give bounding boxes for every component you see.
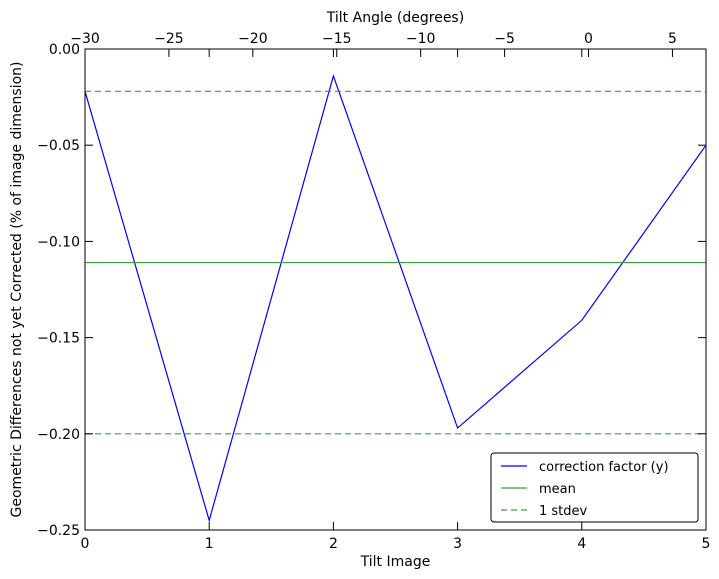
x-tick-label: 4 bbox=[577, 536, 586, 552]
series-line-correction-factor-y- bbox=[84, 73, 707, 523]
y-tick-label: −0.10 bbox=[37, 234, 80, 250]
x-axis-title: Tilt Image bbox=[360, 554, 431, 570]
axis-ticks: 0 1 2 3 4 5 −30 −25 −20 −15 −10 −5 0 5 0.00 −0.05 −0.10 −… bbox=[37, 31, 710, 552]
x-tick-label: 1 bbox=[205, 536, 214, 552]
legend: correction factor (y) mean 1 stdev bbox=[490, 452, 699, 523]
y-tick-label: −0.15 bbox=[37, 331, 80, 347]
x-tick-label: 0 bbox=[81, 536, 90, 552]
x2-tick-label: −20 bbox=[238, 31, 268, 47]
x2-tick-label: −5 bbox=[494, 31, 515, 47]
plot-marks bbox=[84, 73, 707, 523]
x-tick-label: 3 bbox=[453, 536, 462, 552]
y-tick-label: −0.05 bbox=[37, 138, 80, 154]
x2-tick-label: −25 bbox=[154, 31, 184, 47]
legend-box bbox=[490, 452, 699, 523]
x2-tick-label: 5 bbox=[668, 31, 677, 47]
x-tick-label: 2 bbox=[329, 536, 338, 552]
legend-label: mean bbox=[539, 482, 576, 497]
x2-tick-label: −10 bbox=[406, 31, 436, 47]
y-tick-label: −0.25 bbox=[37, 523, 80, 539]
x2-axis-title: Tilt Angle (degrees) bbox=[326, 10, 464, 26]
y-tick-label: 0.00 bbox=[49, 42, 80, 58]
x2-tick-label: 0 bbox=[584, 31, 593, 47]
legend-label: 1 stdev bbox=[539, 504, 588, 519]
plot-frame bbox=[84, 48, 707, 531]
y-axis-title: Geometric Differences not yet Corrected … bbox=[9, 62, 25, 518]
x2-tick-label: −30 bbox=[70, 31, 100, 47]
x2-tick-label: −15 bbox=[322, 31, 352, 47]
y-tick-label: −0.20 bbox=[37, 427, 80, 443]
x-tick-label: 5 bbox=[702, 536, 711, 552]
legend-label: correction factor (y) bbox=[539, 460, 669, 475]
